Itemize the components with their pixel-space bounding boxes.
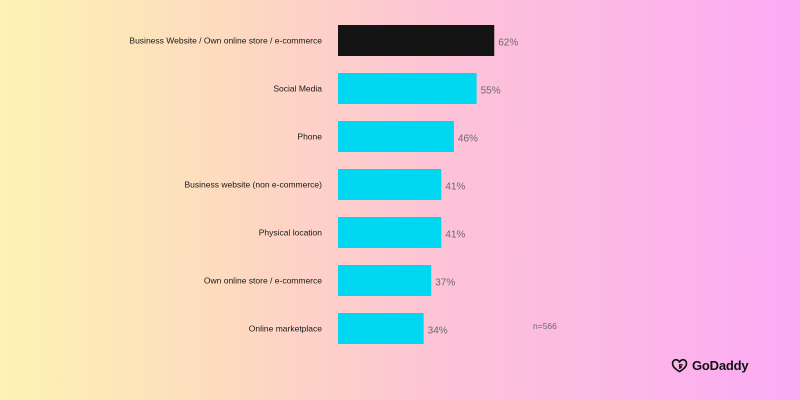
value-label: 34% bbox=[428, 326, 448, 337]
category-label: Social Media bbox=[273, 84, 322, 94]
category-label: Physical location bbox=[259, 228, 323, 238]
category-label: Business Website / Own online store / e-… bbox=[129, 36, 322, 46]
value-label: 46% bbox=[458, 134, 478, 145]
category-label: Own online store / e-commerce bbox=[204, 276, 322, 286]
bar bbox=[338, 313, 424, 344]
bar bbox=[338, 73, 477, 104]
brand-logo: GoDaddy bbox=[671, 358, 749, 373]
value-label: 41% bbox=[445, 230, 465, 241]
category-label: Business website (non e-commerce) bbox=[185, 180, 323, 190]
bar bbox=[338, 265, 432, 296]
bar bbox=[338, 121, 454, 152]
sample-size-note: n=566 bbox=[533, 321, 557, 331]
value-label: 37% bbox=[435, 278, 455, 289]
category-label: Online marketplace bbox=[249, 324, 323, 334]
value-label: 55% bbox=[481, 86, 501, 97]
brand-name: GoDaddy bbox=[692, 358, 749, 373]
value-label: 41% bbox=[445, 182, 465, 193]
value-label: 62% bbox=[498, 38, 518, 49]
bar bbox=[338, 25, 495, 56]
bar bbox=[338, 169, 442, 200]
bar bbox=[338, 217, 442, 248]
godaddy-logo-icon bbox=[671, 358, 688, 373]
category-label: Phone bbox=[297, 132, 322, 142]
